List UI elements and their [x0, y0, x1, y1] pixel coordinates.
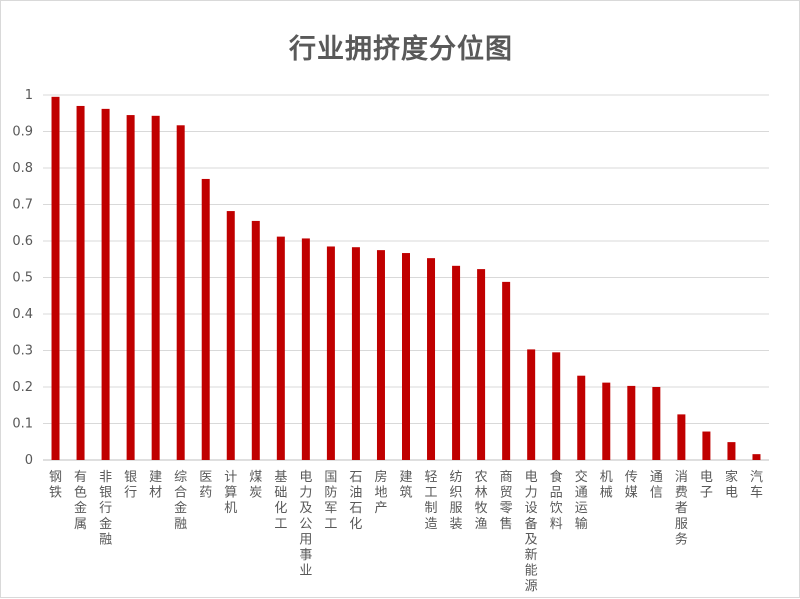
x-category-label: 基础化工: [274, 470, 287, 532]
x-axis-categories: 钢铁有色金属非银行金融银行建材综合金融医药计算机煤炭基础化工电力及公用事业国防军…: [49, 469, 763, 594]
bar: [552, 352, 561, 460]
x-category-label: 电力设备及新能源: [525, 470, 538, 594]
bar: [752, 454, 761, 460]
x-category-label: 国防军工: [324, 470, 337, 532]
x-category-label: 农林牧渔: [475, 470, 488, 532]
bar: [652, 387, 661, 460]
bar: [226, 211, 235, 460]
bar: [251, 220, 260, 460]
x-category-label: 传媒: [625, 470, 638, 501]
bar: [301, 238, 310, 460]
x-category-label: 轻工制造: [425, 470, 438, 532]
y-tick-label: 0.2: [12, 380, 33, 395]
y-tick-label: 0.6: [12, 234, 33, 249]
bar: [276, 236, 285, 460]
bar: [51, 96, 60, 460]
bar: [126, 115, 135, 460]
x-category-label: 建筑: [399, 470, 412, 501]
bar: [677, 414, 686, 461]
bar: [577, 375, 586, 460]
x-category-label: 交通运输: [575, 469, 588, 532]
bar: [502, 281, 511, 460]
y-axis-ticks: 0 0.1 0.2 0.3 0.4 0.5 0.6 0.7 0.8 0.9 1: [12, 88, 33, 468]
bars: [51, 96, 761, 461]
bar: [402, 253, 410, 460]
y-tick-label: 0.1: [12, 417, 33, 432]
bar: [452, 265, 461, 460]
x-category-label: 食品饮料: [550, 469, 563, 532]
chart-title: 行业拥挤度分位图: [289, 34, 513, 65]
x-category-label: 机械: [600, 470, 613, 501]
bar: [151, 115, 160, 460]
bar: [527, 349, 536, 460]
x-category-label: 商贸零售: [500, 470, 513, 532]
x-category-label: 电力及公用事业: [299, 470, 312, 579]
x-category-label: 石油石化: [349, 470, 362, 532]
bar: [351, 247, 360, 460]
x-category-label: 房地产: [374, 469, 387, 516]
bar: [176, 125, 185, 460]
bar: [627, 385, 636, 460]
x-category-label: 纺织服装: [450, 470, 463, 532]
bar: [427, 258, 436, 460]
x-category-label: 建材: [149, 470, 162, 501]
x-category-label: 有色金属: [74, 470, 87, 532]
y-tick-label: 0.3: [12, 344, 33, 359]
bar: [101, 108, 110, 461]
bar: [201, 178, 210, 460]
bar: [477, 269, 486, 460]
bar: [326, 246, 335, 460]
x-category-label: 钢铁: [49, 470, 62, 501]
x-category-label: 综合金融: [174, 470, 187, 532]
y-tick-label: 0.4: [12, 307, 33, 322]
y-tick-label: 0.7: [12, 198, 33, 213]
bar: [602, 382, 611, 460]
x-category-label: 非银行金融: [99, 470, 112, 547]
x-category-label: 计算机: [224, 470, 237, 516]
x-category-label: 煤炭: [249, 470, 262, 501]
y-tick-label: 0.9: [12, 125, 33, 140]
bar: [76, 105, 85, 460]
y-tick-label: 0.8: [12, 161, 33, 176]
y-tick-label: 0: [25, 453, 33, 468]
x-category-label: 医药: [199, 470, 212, 501]
x-category-label: 汽车: [750, 470, 763, 501]
x-category-label: 通信: [650, 470, 663, 501]
bar: [727, 442, 736, 460]
x-category-label: 消费者服务: [675, 470, 688, 547]
x-category-label: 电子: [700, 470, 713, 501]
y-tick-label: 1: [25, 88, 33, 103]
x-category-label: 银行: [124, 470, 137, 501]
x-category-label: 家电: [725, 469, 738, 501]
bar: [376, 250, 385, 460]
y-tick-label: 0.5: [12, 271, 33, 286]
bar: [702, 431, 711, 460]
